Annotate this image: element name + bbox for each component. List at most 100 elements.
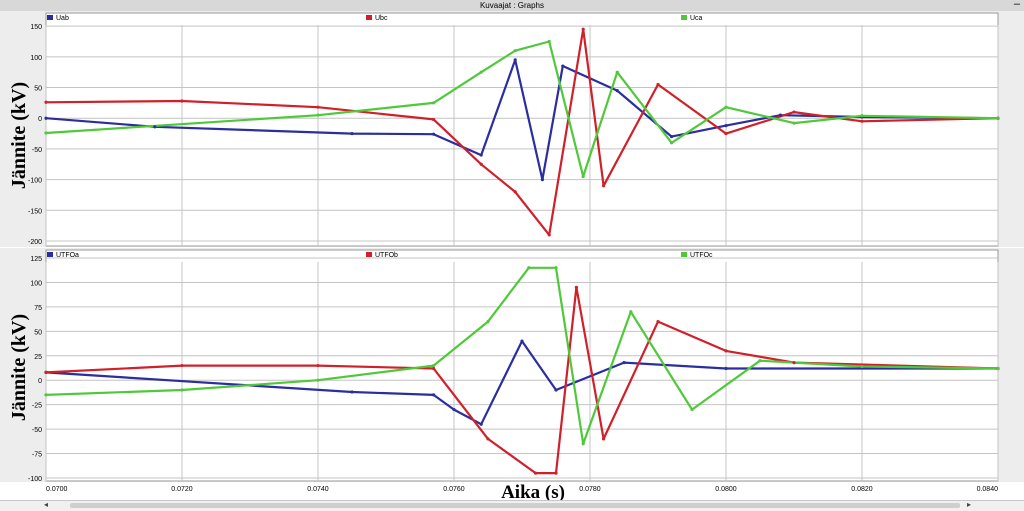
y-tick-label: 125 xyxy=(30,256,42,263)
data-point-utfob xyxy=(724,349,728,353)
x-tick-label: 0.0800 xyxy=(715,486,737,493)
data-point-utfoc xyxy=(180,388,184,392)
data-point-uab xyxy=(561,64,565,68)
y-tick-label: -100 xyxy=(28,476,42,483)
data-point-uab xyxy=(153,125,157,129)
data-point-utfoc xyxy=(527,266,531,270)
data-point-uab xyxy=(513,58,517,62)
data-point-ubc xyxy=(581,27,585,31)
data-point-utfob xyxy=(180,363,184,368)
legend-label: Uca xyxy=(690,15,703,22)
data-point-ubc xyxy=(479,162,483,166)
data-point-uab xyxy=(350,131,354,136)
data-point-utfoc xyxy=(432,363,436,368)
data-point-ubc xyxy=(316,105,320,109)
data-point-uab xyxy=(615,88,619,93)
data-point-uca xyxy=(513,49,517,53)
data-point-ubc xyxy=(792,110,796,114)
data-point-uca xyxy=(432,101,436,105)
data-point-uca xyxy=(792,121,796,125)
x-axis-label: Aika (s) xyxy=(493,482,573,504)
data-point-utfoa xyxy=(432,393,436,397)
data-point-utfoc xyxy=(860,364,864,369)
y-axis-label-top: Jännite (kV) xyxy=(8,81,31,189)
data-point-uab xyxy=(432,132,436,136)
data-point-ubc xyxy=(44,100,48,104)
y-axis-label-top-wrap: Jännite (kV) xyxy=(0,40,40,230)
x-tick-label: 0.0720 xyxy=(171,486,193,493)
data-point-uca xyxy=(860,114,864,118)
data-point-utfoc xyxy=(44,393,48,397)
data-point-utfoc xyxy=(316,378,320,382)
data-point-ubc xyxy=(180,99,184,103)
y-tick-label: 25 xyxy=(34,354,42,361)
data-point-uca xyxy=(615,70,619,74)
y-tick-label: -25 xyxy=(32,403,42,410)
y-axis-label-bottom-wrap: Jännite (kV) xyxy=(0,272,40,462)
data-point-ubc xyxy=(602,184,606,188)
data-point-uca xyxy=(316,113,320,117)
y-tick-label: 50 xyxy=(34,86,42,93)
x-tick-label: 0.0840 xyxy=(977,486,999,493)
data-point-utfoc xyxy=(486,319,490,324)
data-point-utfob xyxy=(486,437,490,441)
legend-swatch xyxy=(47,252,53,257)
data-point-utfoa xyxy=(520,339,524,343)
y-tick-label: 0 xyxy=(38,116,42,123)
legend-label: Ubc xyxy=(375,15,388,22)
data-point-utfob xyxy=(574,285,579,289)
data-point-uca xyxy=(581,174,585,179)
data-point-utfoc xyxy=(690,407,694,412)
data-point-uab xyxy=(724,123,728,128)
data-point-utfoa xyxy=(479,422,483,426)
data-point-utfob xyxy=(792,361,796,365)
y-tick-label: -50 xyxy=(32,427,42,434)
data-point-utfob xyxy=(316,363,320,368)
legend-label: UTFOc xyxy=(690,252,713,259)
data-point-uab xyxy=(479,153,483,157)
data-point-utfob xyxy=(602,437,606,441)
data-point-utfoc xyxy=(554,266,558,270)
data-point-utfoa xyxy=(724,366,728,371)
y-tick-label: -75 xyxy=(32,452,42,459)
legend-swatch xyxy=(366,15,372,20)
y-tick-label: 100 xyxy=(30,280,42,287)
x-tick-label: 0.0760 xyxy=(443,486,465,493)
scrollbar-thumb[interactable] xyxy=(70,503,960,508)
data-point-uab xyxy=(44,116,48,120)
data-point-utfob xyxy=(554,471,558,475)
data-point-uca xyxy=(670,141,674,145)
y-tick-label: 100 xyxy=(30,55,42,62)
y-tick-label: -50 xyxy=(32,147,42,154)
y-tick-label: -200 xyxy=(28,239,42,246)
data-point-uab xyxy=(778,113,783,117)
data-point-uca xyxy=(479,70,483,74)
legend-label: UTFOb xyxy=(375,252,398,259)
data-point-utfoa xyxy=(452,407,456,412)
scroll-right-icon[interactable]: ▸ xyxy=(967,500,972,509)
data-point-utfoa xyxy=(350,390,354,394)
data-point-utfob xyxy=(656,319,660,324)
data-point-utfob xyxy=(44,370,48,374)
y-tick-label: 0 xyxy=(38,378,42,385)
data-point-uab xyxy=(670,135,674,139)
data-point-utfoc xyxy=(758,359,762,363)
data-point-utfoa xyxy=(554,388,558,392)
horizontal-scrollbar[interactable]: ◂ ▸ xyxy=(0,500,1024,511)
data-point-utfob xyxy=(534,471,538,475)
x-tick-label: 0.0700 xyxy=(46,486,68,493)
y-tick-label: 150 xyxy=(30,24,42,31)
minimize-icon[interactable]: – xyxy=(1013,0,1020,10)
series-line-ubc xyxy=(45,28,999,236)
scroll-left-icon[interactable]: ◂ xyxy=(44,500,49,509)
data-point-utfob xyxy=(432,366,436,371)
legend-label: UTFOa xyxy=(56,252,79,259)
data-point-ubc xyxy=(513,190,517,194)
y-tick-label: 50 xyxy=(34,329,42,336)
x-tick-label: 0.0740 xyxy=(307,486,329,493)
graphs-canvas[interactable]: Uab Ubc Uca 150 100 50 0 -50 -100 -150 -200 UTFOa UT… xyxy=(0,0,1024,500)
window-title: Kuvaajat : Graphs xyxy=(479,1,545,10)
data-point-uca xyxy=(724,105,728,109)
series-line-utfoa xyxy=(45,340,998,426)
legend-swatch xyxy=(681,252,687,257)
